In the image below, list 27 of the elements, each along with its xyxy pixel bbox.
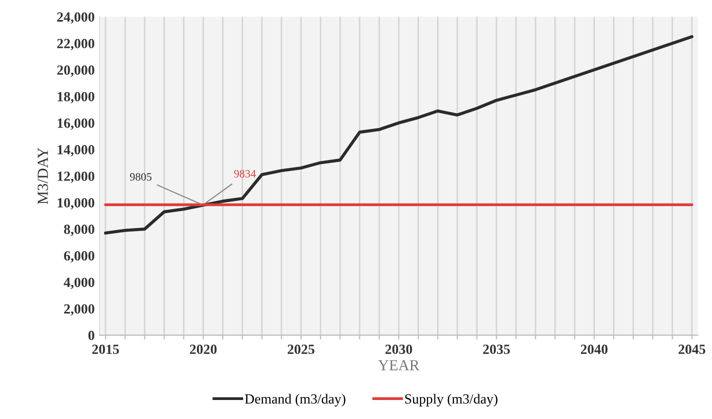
legend-label: Demand (m3/day): [244, 394, 346, 406]
x-tick-label: 2015: [92, 344, 119, 354]
y-tick-label: 24,000: [57, 12, 94, 24]
y-tick-label: 18,000: [58, 92, 94, 104]
y-tick-label: 0: [88, 330, 94, 340]
y-tick-label: 20,000: [57, 65, 94, 77]
y-tick-label: 4,000: [64, 278, 94, 290]
annotation: 9805: [130, 173, 152, 181]
y-tick-label: 8,000: [64, 224, 94, 236]
x-tick-label: 2020: [190, 344, 217, 354]
y-tick-label: 6,000: [64, 251, 94, 263]
x-tick-label: 2025: [288, 344, 314, 354]
y-tick-label: 12,000: [58, 172, 94, 183]
x-tick-label: 2035: [483, 344, 510, 354]
y-tick-label: 10,000: [58, 198, 94, 210]
annotation: 9834: [234, 170, 256, 178]
y-axis-title: M3/DAY: [38, 148, 48, 204]
x-tick-label: 2040: [580, 344, 608, 354]
x-axis-title: YEAR: [378, 360, 420, 370]
legend-label: Supply (m3/day): [405, 394, 498, 406]
x-tick-label: 2030: [385, 344, 412, 354]
line-series: [104, 35, 694, 235]
y-tick-label: 16,000: [58, 118, 94, 130]
x-tick-label: 2045: [678, 344, 706, 354]
y-tick-label: 14,000: [58, 145, 94, 156]
y-tick-label: 22,000: [57, 38, 94, 50]
y-tick-label: 2,000: [64, 304, 94, 316]
